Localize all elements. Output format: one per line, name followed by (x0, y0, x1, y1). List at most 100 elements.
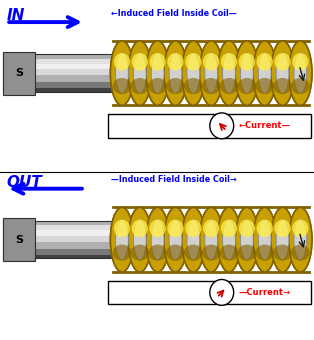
Ellipse shape (241, 219, 253, 261)
Ellipse shape (187, 220, 200, 260)
Ellipse shape (166, 244, 185, 261)
Ellipse shape (200, 41, 223, 105)
Ellipse shape (200, 41, 223, 105)
Ellipse shape (273, 78, 292, 94)
Ellipse shape (110, 41, 133, 105)
Text: OUT: OUT (6, 175, 42, 190)
Ellipse shape (235, 207, 258, 272)
Ellipse shape (149, 53, 166, 71)
Ellipse shape (182, 41, 205, 105)
Ellipse shape (223, 219, 236, 261)
Ellipse shape (257, 220, 273, 237)
Ellipse shape (169, 220, 182, 260)
Ellipse shape (258, 220, 271, 260)
Ellipse shape (289, 41, 312, 105)
Ellipse shape (239, 220, 255, 237)
Ellipse shape (200, 207, 223, 272)
Bar (3, 69, 129, 75)
Ellipse shape (241, 52, 253, 94)
Bar (3, 221, 129, 225)
Ellipse shape (110, 207, 133, 272)
Ellipse shape (253, 207, 276, 272)
Text: ←Induced Field Inside Coil—: ←Induced Field Inside Coil— (111, 8, 237, 17)
Ellipse shape (205, 220, 218, 260)
Ellipse shape (258, 219, 271, 261)
Text: —Induced Field Inside Coil→: —Induced Field Inside Coil→ (111, 175, 237, 184)
Ellipse shape (146, 207, 169, 272)
Ellipse shape (271, 41, 294, 105)
Ellipse shape (239, 53, 255, 71)
Ellipse shape (113, 244, 131, 261)
Ellipse shape (151, 220, 164, 260)
Bar (3, 221, 129, 258)
Ellipse shape (149, 220, 166, 237)
Ellipse shape (114, 53, 130, 71)
Bar (3, 241, 129, 249)
Ellipse shape (238, 244, 256, 261)
Ellipse shape (255, 244, 274, 261)
Ellipse shape (133, 219, 146, 261)
Bar (3, 88, 129, 92)
Bar (3, 236, 129, 241)
Ellipse shape (253, 41, 276, 105)
Ellipse shape (148, 78, 167, 94)
Text: S: S (15, 235, 23, 245)
Ellipse shape (116, 219, 128, 261)
Ellipse shape (131, 244, 149, 261)
Ellipse shape (185, 53, 202, 71)
Ellipse shape (128, 207, 151, 272)
Ellipse shape (294, 220, 307, 260)
Ellipse shape (220, 78, 238, 94)
Ellipse shape (276, 220, 289, 260)
Ellipse shape (255, 78, 274, 94)
Bar (3, 225, 129, 231)
Ellipse shape (221, 53, 237, 71)
Ellipse shape (223, 52, 236, 94)
Ellipse shape (182, 207, 205, 272)
Circle shape (210, 279, 234, 305)
Bar (3, 64, 129, 69)
Ellipse shape (235, 207, 258, 272)
Bar (108, 280, 311, 304)
Ellipse shape (202, 78, 220, 94)
Ellipse shape (184, 244, 203, 261)
Ellipse shape (292, 53, 308, 71)
Ellipse shape (131, 78, 149, 94)
Bar (3, 255, 129, 258)
Ellipse shape (291, 244, 310, 261)
Ellipse shape (187, 53, 200, 93)
Ellipse shape (151, 52, 164, 94)
Ellipse shape (235, 41, 258, 105)
Ellipse shape (133, 52, 146, 94)
Ellipse shape (164, 41, 187, 105)
Ellipse shape (205, 219, 218, 261)
Ellipse shape (294, 219, 307, 261)
Ellipse shape (116, 52, 128, 94)
Ellipse shape (257, 53, 273, 71)
Ellipse shape (133, 53, 146, 93)
Ellipse shape (223, 53, 236, 93)
Ellipse shape (276, 53, 289, 93)
Ellipse shape (169, 219, 182, 261)
Ellipse shape (128, 41, 151, 105)
Ellipse shape (203, 220, 219, 237)
Bar (3, 52, 35, 95)
Ellipse shape (132, 220, 148, 237)
Ellipse shape (217, 41, 241, 105)
Bar (3, 75, 129, 82)
Ellipse shape (164, 207, 187, 272)
Bar (3, 54, 129, 59)
Ellipse shape (151, 219, 164, 261)
Ellipse shape (276, 219, 289, 261)
Ellipse shape (289, 207, 312, 272)
Ellipse shape (200, 207, 223, 272)
Circle shape (210, 113, 234, 139)
Ellipse shape (166, 78, 185, 94)
Ellipse shape (271, 41, 294, 105)
Ellipse shape (164, 41, 187, 105)
Ellipse shape (182, 207, 205, 272)
Ellipse shape (276, 52, 289, 94)
Bar (3, 54, 129, 92)
Ellipse shape (202, 244, 220, 261)
Ellipse shape (253, 41, 276, 105)
